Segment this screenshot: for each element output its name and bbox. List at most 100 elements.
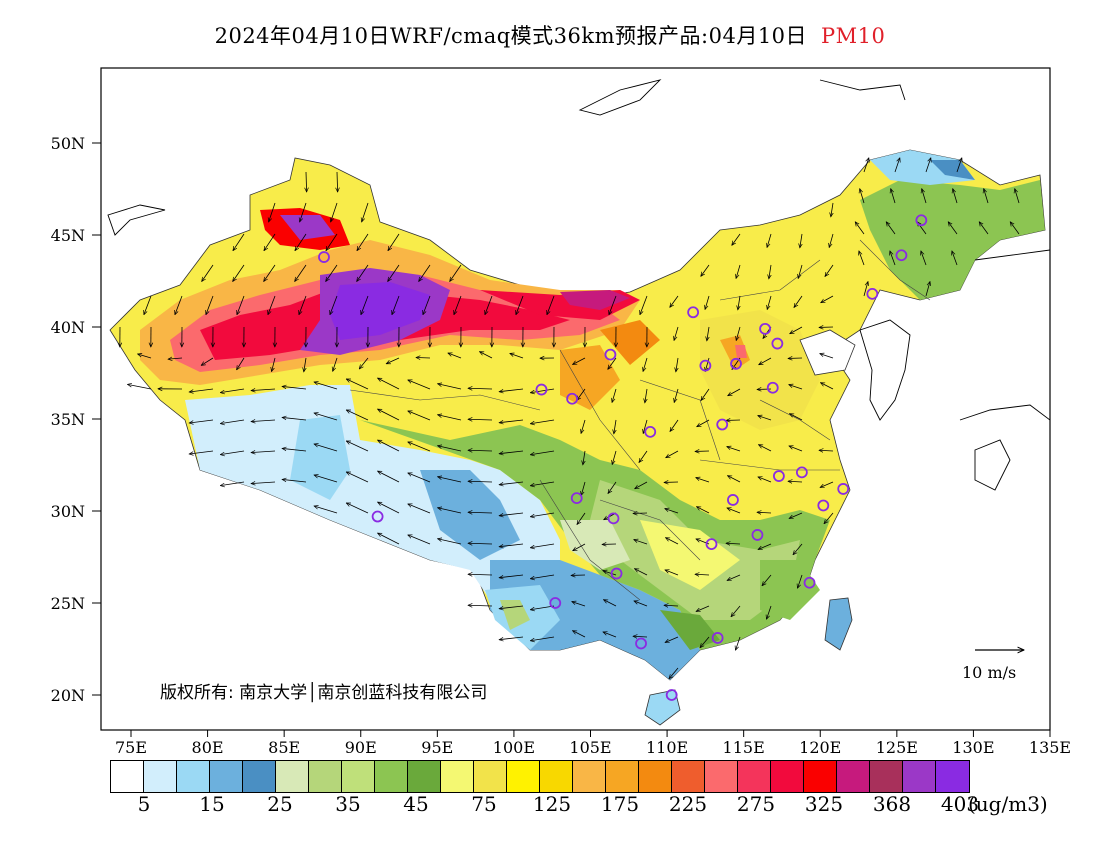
wind-arrow — [295, 233, 307, 251]
wind-arrow — [825, 264, 834, 276]
legend-unit: (ug/m3) — [968, 792, 1048, 816]
wind-arrow — [468, 419, 493, 420]
wind-arrow — [634, 540, 648, 545]
wind-arrow — [860, 189, 865, 204]
wind-arrow — [701, 264, 710, 276]
legend-swatch — [837, 761, 870, 792]
wind-arrow — [726, 543, 741, 544]
wind-arrow — [547, 295, 555, 315]
wind-arrow — [820, 481, 834, 487]
wind-arrow — [468, 388, 493, 389]
wind-arrow — [326, 264, 338, 281]
station-marker — [610, 567, 623, 580]
wind-arrow — [468, 481, 493, 482]
legend-swatch — [375, 761, 408, 792]
wind-arrow — [314, 475, 338, 483]
station-marker — [687, 306, 700, 319]
wind-arrow — [891, 189, 896, 204]
taiwan-island — [824, 597, 853, 651]
wind-arrow — [759, 357, 772, 365]
wind-arrow — [863, 282, 868, 297]
wind-arrow — [530, 605, 555, 610]
wind-arrow — [921, 251, 927, 266]
wind-arrow — [438, 539, 462, 545]
legend-swatch — [771, 761, 804, 792]
wind-arrow — [233, 264, 245, 281]
wind-arrow — [612, 388, 617, 402]
title-main: 2024年04月10日WRF/cmaq模式36km预报产品:04月10日 — [214, 24, 808, 48]
lat-tick-label: 40N — [51, 318, 85, 337]
wind-arrow — [829, 233, 834, 247]
wind-arrow — [499, 388, 524, 392]
wind-arrow — [282, 386, 307, 390]
wind-arrow — [530, 512, 555, 517]
wind-arrow — [220, 388, 245, 393]
wind-arrow — [573, 357, 586, 364]
station-marker — [604, 348, 617, 361]
legend-label: 275 — [736, 792, 776, 816]
wind-arrow — [577, 512, 586, 524]
wind-arrow — [202, 264, 214, 281]
legend-swatch — [210, 761, 243, 792]
lon-tick-label: 105E — [569, 738, 611, 757]
wind-arrow — [450, 264, 462, 281]
wind-arrow — [530, 574, 555, 579]
wind-arrow — [189, 419, 214, 423]
wind-arrow — [669, 667, 679, 679]
station-marker — [895, 249, 908, 262]
station-marker — [772, 470, 785, 482]
wind-arrow — [696, 605, 710, 611]
wind-arrow — [299, 295, 307, 315]
wind-arrow — [696, 478, 710, 483]
wind-arrow — [581, 481, 586, 495]
wind-arrow — [454, 295, 462, 315]
wind-arrow — [793, 543, 803, 555]
northeast-green-zone — [860, 180, 1045, 300]
legend-swatch — [738, 761, 771, 792]
legend-swatch — [507, 761, 540, 792]
wind-arrow — [264, 233, 276, 251]
wind-scale-label: 10 m/s — [962, 663, 1016, 682]
station-marker — [318, 251, 330, 263]
wind-arrow — [438, 446, 462, 452]
wind-arrow — [448, 353, 462, 359]
wind-arrow — [707, 326, 709, 341]
wind-arrow — [392, 295, 400, 315]
wind-arrow — [581, 419, 586, 433]
legend-swatch — [540, 761, 573, 792]
station-marker — [866, 287, 879, 300]
wind-arrow — [922, 189, 927, 204]
wind-arrow — [797, 574, 803, 588]
wind-arrow — [645, 388, 647, 403]
legend-label: 15 — [199, 792, 225, 816]
legend-swatch — [243, 761, 276, 792]
wind-arrow — [798, 264, 803, 278]
hainan-island — [644, 689, 681, 726]
wind-arrow — [468, 450, 493, 451]
wind-arrow — [925, 282, 930, 297]
wind-arrow — [333, 357, 338, 371]
chart-title: 2024年04月10日WRF/cmaq模式36km预报产品:04月10日 PM10 — [0, 20, 1100, 50]
wind-arrow — [530, 543, 555, 548]
wind-arrow — [789, 385, 803, 390]
wind-arrow — [530, 388, 555, 393]
wind-arrow — [758, 416, 772, 421]
lon-tick-label: 95E — [421, 738, 453, 757]
wind-arrow — [237, 295, 245, 315]
wind-arrow — [735, 636, 741, 650]
wind-arrow — [499, 605, 524, 609]
map-frame — [100, 67, 1051, 731]
lon-tick-label: 115E — [723, 738, 765, 757]
wind-arrow — [408, 380, 431, 390]
wind-arrow — [948, 222, 958, 235]
wind-arrow — [697, 419, 710, 427]
wind-arrow — [788, 481, 803, 482]
wind-arrow — [330, 295, 338, 315]
wind-arrow — [769, 264, 771, 279]
legend-swatch — [573, 761, 606, 792]
wind-arrow — [388, 264, 400, 281]
wind-arrow — [665, 636, 679, 642]
wind-arrow — [633, 636, 648, 637]
wind-arrow — [189, 450, 214, 454]
wind-arrow — [346, 471, 369, 483]
